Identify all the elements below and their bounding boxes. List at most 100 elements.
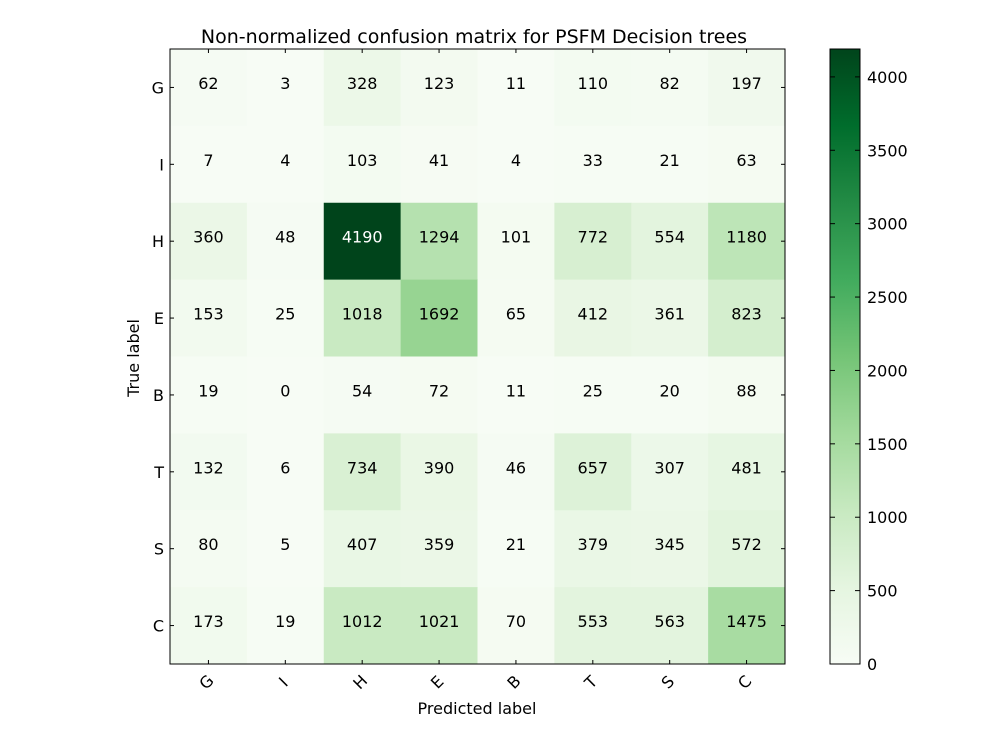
heatmap-cell [323, 356, 402, 434]
heatmap-cell [246, 49, 325, 127]
colorbar-tick-label: 0 [867, 655, 877, 674]
cell-value-label: 1018 [342, 305, 383, 324]
heatmap-cell [631, 433, 709, 511]
cell-value-label: 19 [275, 612, 295, 631]
heatmap-cell [631, 125, 709, 204]
heatmap-cell [246, 433, 325, 511]
colorbar-tick-label: 500 [867, 582, 898, 601]
cell-value-label: 65 [506, 305, 526, 324]
x-tick-label: C [734, 671, 755, 692]
x-axis-label: Predicted label [418, 699, 537, 718]
x-tick-label: G [195, 671, 217, 693]
cell-value-label: 553 [578, 612, 609, 631]
cell-value-label: 33 [583, 151, 603, 170]
cell-value-label: 80 [198, 535, 218, 554]
cell-value-label: 197 [731, 74, 762, 93]
heatmap-cell [631, 510, 709, 588]
y-tick-label: S [154, 540, 164, 559]
colorbar-ticks: 0 500 1000 1500 2000 2500 3000 3500 4000 [830, 68, 908, 674]
heatmap-cell [323, 49, 402, 127]
heatmap-cell [170, 433, 248, 511]
y-tick-label: H [152, 232, 164, 251]
cell-value-label: 25 [583, 381, 603, 400]
cell-value-label: 7 [203, 151, 213, 170]
cell-value-label: 1294 [419, 228, 460, 247]
colorbar-tick-label: 1000 [867, 508, 908, 527]
cell-value-label: 734 [347, 458, 378, 477]
cell-value-label: 132 [193, 458, 224, 477]
cell-value-label: 3 [280, 74, 290, 93]
cell-value-label: 481 [731, 458, 762, 477]
x-tick-label: B [503, 672, 524, 693]
cell-value-label: 4 [280, 151, 290, 170]
cell-value-label: 21 [506, 535, 526, 554]
cell-value-label: 5 [280, 535, 290, 554]
heatmap-cell [323, 125, 402, 204]
x-tick-label: T [580, 672, 601, 693]
cell-value-label: 4190 [342, 228, 383, 247]
cell-value-label: 307 [654, 458, 685, 477]
heatmap-cell [554, 433, 632, 511]
cell-value-label: 54 [352, 381, 372, 400]
cell-value-label: 19 [198, 381, 218, 400]
cell-value-label: 1021 [419, 612, 460, 631]
x-tick-label: H [349, 671, 371, 693]
heatmap-cell [170, 587, 248, 665]
heatmap-cell [323, 433, 402, 511]
heatmap-cell [477, 202, 555, 281]
heatmap-cell [708, 202, 786, 281]
heatmap-cell [477, 49, 555, 127]
cell-value-label: 0 [280, 381, 290, 400]
heatmap-cell [708, 587, 786, 665]
plot-frame [169, 48, 786, 665]
heatmap-cell [400, 510, 478, 588]
y-tick-label: C [153, 617, 164, 636]
heatmap-cells [170, 49, 786, 665]
y-tick-label: B [153, 386, 164, 405]
heatmap-cell [170, 279, 248, 357]
heatmap-cell [554, 202, 632, 281]
heatmap-cell [554, 125, 632, 204]
heatmap-cell [554, 279, 632, 357]
heatmap-cell [708, 433, 786, 511]
colorbar-tick-label: 1500 [867, 435, 908, 454]
colorbar-tick-label: 3000 [867, 215, 908, 234]
cell-value-label: 359 [424, 535, 455, 554]
cell-value-label: 20 [660, 381, 680, 400]
heatmap-cell [400, 125, 478, 204]
heatmap-cell [323, 279, 402, 357]
x-tick-label: I [275, 674, 292, 691]
cell-value-label: 41 [429, 151, 449, 170]
cell-value-label: 21 [660, 151, 680, 170]
heatmap-cell [631, 49, 709, 127]
cell-value-label: 103 [347, 151, 378, 170]
cell-value-label: 328 [347, 74, 378, 93]
colorbar-tick-label: 2000 [867, 361, 908, 380]
heatmap-cell [246, 125, 325, 204]
y-axis-label: True label [124, 319, 143, 398]
cell-value-label: 572 [731, 535, 762, 554]
heatmap-cell [246, 510, 325, 588]
heatmap-cell [708, 356, 786, 434]
cell-value-label: 101 [501, 228, 532, 247]
heatmap-cell [631, 587, 709, 665]
y-tick-label: G [152, 78, 164, 97]
heatmap-cell [477, 587, 555, 665]
cell-value-label: 72 [429, 381, 449, 400]
cell-value-label: 823 [731, 305, 762, 324]
heatmap-cell [477, 433, 555, 511]
cell-value-label: 46 [506, 458, 526, 477]
cell-value-label: 407 [347, 535, 378, 554]
heatmap-cell [554, 587, 632, 665]
heatmap-cell [170, 49, 248, 127]
y-tick-label: T [153, 463, 164, 482]
colorbar-tick-label: 2500 [867, 288, 908, 307]
x-tick-label: E [427, 672, 448, 693]
heatmap-cell [477, 356, 555, 434]
heatmap-cell [323, 587, 402, 665]
x-tick-label: S [657, 672, 678, 693]
heatmap-cell [477, 510, 555, 588]
heatmap-cell [170, 510, 248, 588]
